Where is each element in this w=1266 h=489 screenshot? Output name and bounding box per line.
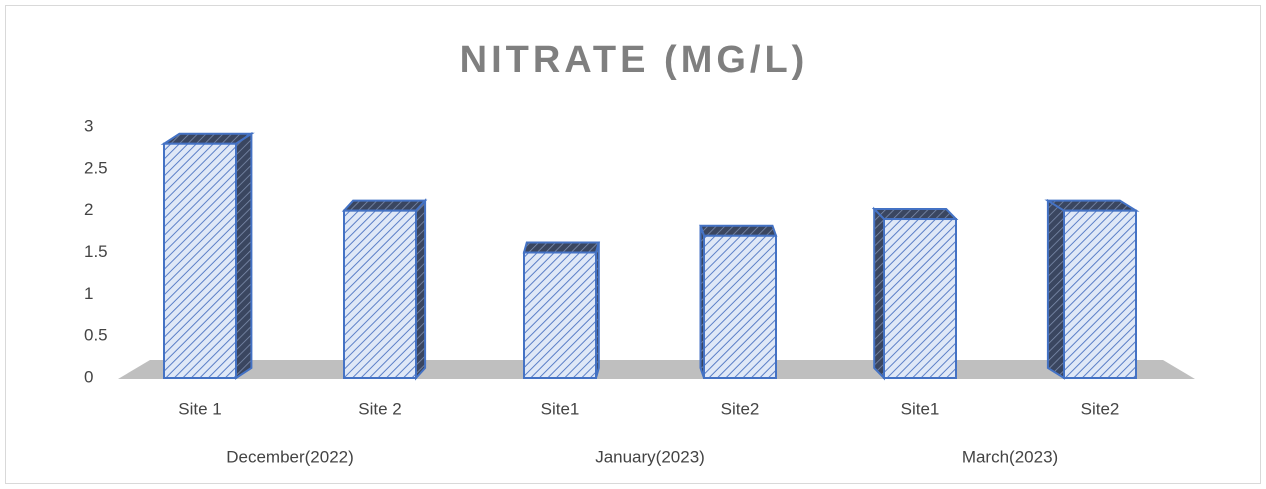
- bar-side: [415, 198, 427, 381]
- group-label: January(2023): [595, 447, 705, 466]
- bar: [523, 251, 597, 379]
- y-tick-label: 2.5: [84, 158, 108, 177]
- bar-top: [341, 199, 428, 212]
- bar: [703, 234, 777, 379]
- bar: [343, 209, 417, 379]
- bar-side: [1046, 198, 1065, 380]
- x-tick-label: Site 2: [358, 399, 401, 418]
- bar: [883, 218, 957, 379]
- x-tick-label: Site2: [721, 399, 760, 418]
- bar-top: [871, 208, 959, 221]
- y-tick-label: 0: [84, 367, 93, 386]
- x-tick-label: Site 1: [178, 399, 221, 418]
- bar-top: [522, 241, 601, 254]
- chart-title: NITRATE (MG/L): [460, 39, 809, 81]
- y-tick-label: 1: [84, 284, 93, 303]
- bar: [163, 142, 237, 379]
- group-label: December(2022): [226, 447, 354, 466]
- x-tick-label: Site2: [1081, 399, 1120, 418]
- group-label: March(2023): [962, 447, 1058, 466]
- y-tick-label: 1.5: [84, 242, 108, 261]
- y-tick-label: 0.5: [84, 326, 108, 345]
- bar-side: [235, 131, 253, 380]
- y-tick-label: 3: [84, 116, 93, 135]
- x-tick-label: Site1: [901, 399, 940, 418]
- bar: [1063, 209, 1137, 379]
- floor: [118, 360, 1195, 379]
- bar-top: [699, 224, 778, 237]
- y-tick-label: 2: [84, 200, 93, 219]
- bar-side: [873, 206, 885, 381]
- x-tick-label: Site1: [541, 399, 580, 418]
